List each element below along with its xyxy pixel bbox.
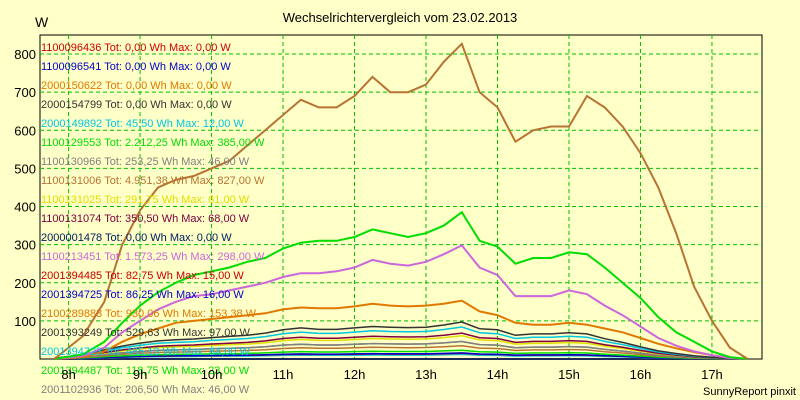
legend-entry: 2001394487 Tot: 118,75 Wh Max: 23,00 W bbox=[41, 365, 250, 377]
legend-entry: 2001102936 Tot: 206,50 Wh Max: 46,00 W bbox=[41, 384, 250, 396]
chart-title: Wechselrichtervergleich vom 23.02.2013 bbox=[283, 10, 518, 25]
y-axis: 100 200 300 400 500 600 700 800 bbox=[14, 47, 36, 329]
legend-entry: 2100289883 Tot: 930,06 Wh Max: 153,38 W bbox=[41, 308, 257, 320]
series-line bbox=[54, 244, 748, 360]
series-line bbox=[54, 332, 748, 360]
series-line bbox=[54, 344, 748, 360]
legend-entry: 2001394723 Tot: 485,13 Wh Max: 84,00 W bbox=[41, 346, 251, 358]
series-line bbox=[54, 326, 748, 360]
legend-entry: 2001394485 Tot: 82,75 Wh Max: 15,00 W bbox=[41, 270, 244, 282]
x-tick-label: 17h bbox=[701, 367, 723, 382]
y-tick-label: 700 bbox=[14, 85, 36, 100]
legend-entry: 1100131074 Tot: 350,50 Wh Max: 68,00 W bbox=[41, 213, 250, 225]
y-tick-label: 300 bbox=[14, 238, 36, 253]
series-line bbox=[54, 352, 748, 360]
plot-area bbox=[39, 34, 763, 360]
series-line bbox=[54, 210, 748, 360]
x-tick-label: 11h bbox=[273, 367, 294, 382]
y-tick-label: 500 bbox=[14, 161, 36, 176]
legend-entry: 1100096541 Tot: 0,00 Wh Max: 0,00 W bbox=[41, 61, 231, 73]
x-tick-label: 12h bbox=[344, 367, 366, 382]
series-line bbox=[54, 349, 748, 360]
legend-entry: 2001393249 Tot: 529,63 Wh Max: 97,00 W bbox=[41, 327, 251, 339]
legend-entry: 2001394725 Tot: 86,25 Wh Max: 16,00 W bbox=[41, 289, 244, 301]
legend-entry: 2000149892 Tot: 45,50 Wh Max: 12,00 W bbox=[41, 118, 244, 130]
legend-entry: 1100130966 Tot: 253,25 Wh Max: 46,00 W bbox=[41, 156, 250, 168]
legend-entry: 2000001478 Tot: 0,00 Wh Max: 0,00 W bbox=[41, 232, 232, 244]
series-line bbox=[54, 299, 748, 360]
x-tick-label: 15h bbox=[558, 367, 580, 382]
x-tick-label: 14h bbox=[487, 367, 509, 382]
x-tick-label: 9h bbox=[133, 367, 147, 382]
y-tick-label: 100 bbox=[14, 314, 36, 329]
x-axis: 8h 9h 10h 11h 12h 13h 14h 15h 16h 17h bbox=[61, 367, 722, 382]
series-line bbox=[54, 340, 748, 360]
footer-credit: SunnyReport pinxit bbox=[703, 386, 796, 398]
series-line bbox=[54, 321, 748, 360]
legend-entry: 1100129553 Tot: 2.212,25 Wh Max: 385,00 … bbox=[41, 137, 265, 149]
x-tick-label: 8h bbox=[61, 367, 75, 382]
x-tick-label: 16h bbox=[630, 367, 652, 382]
legend: 1100096436 Tot: 0,00 Wh Max: 0,00 W 11000… bbox=[41, 42, 265, 396]
legend-entry: 2000150622 Tot: 0,00 Wh Max: 0,00 W bbox=[41, 80, 232, 92]
y-tick-label: 200 bbox=[14, 276, 36, 291]
series-line bbox=[53, 41, 749, 360]
legend-entry: 1100096436 Tot: 0,00 Wh Max: 0,00 W bbox=[41, 42, 231, 54]
legend-entry: 1100213451 Tot: 1.573,25 Wh Max: 298,00 … bbox=[41, 251, 265, 263]
y-tick-label: 600 bbox=[14, 123, 36, 138]
x-tick-label: 10h bbox=[201, 367, 223, 382]
legend-entry: 2000154799 Tot: 0,00 Wh Max: 0,00 W bbox=[41, 99, 232, 111]
legend-entry: 1100131006 Tot: 4.951,38 Wh Max: 827,00 … bbox=[41, 175, 265, 187]
x-tick-label: 13h bbox=[415, 367, 437, 382]
y-tick-label: 800 bbox=[14, 47, 36, 62]
series-lines bbox=[53, 41, 749, 360]
legend-entry: 1100131025 Tot: 291,75 Wh Max: 61,00 W bbox=[41, 194, 250, 206]
y-axis-unit: W bbox=[35, 14, 49, 30]
y-tick-label: 400 bbox=[14, 200, 36, 215]
series-line bbox=[54, 334, 748, 360]
